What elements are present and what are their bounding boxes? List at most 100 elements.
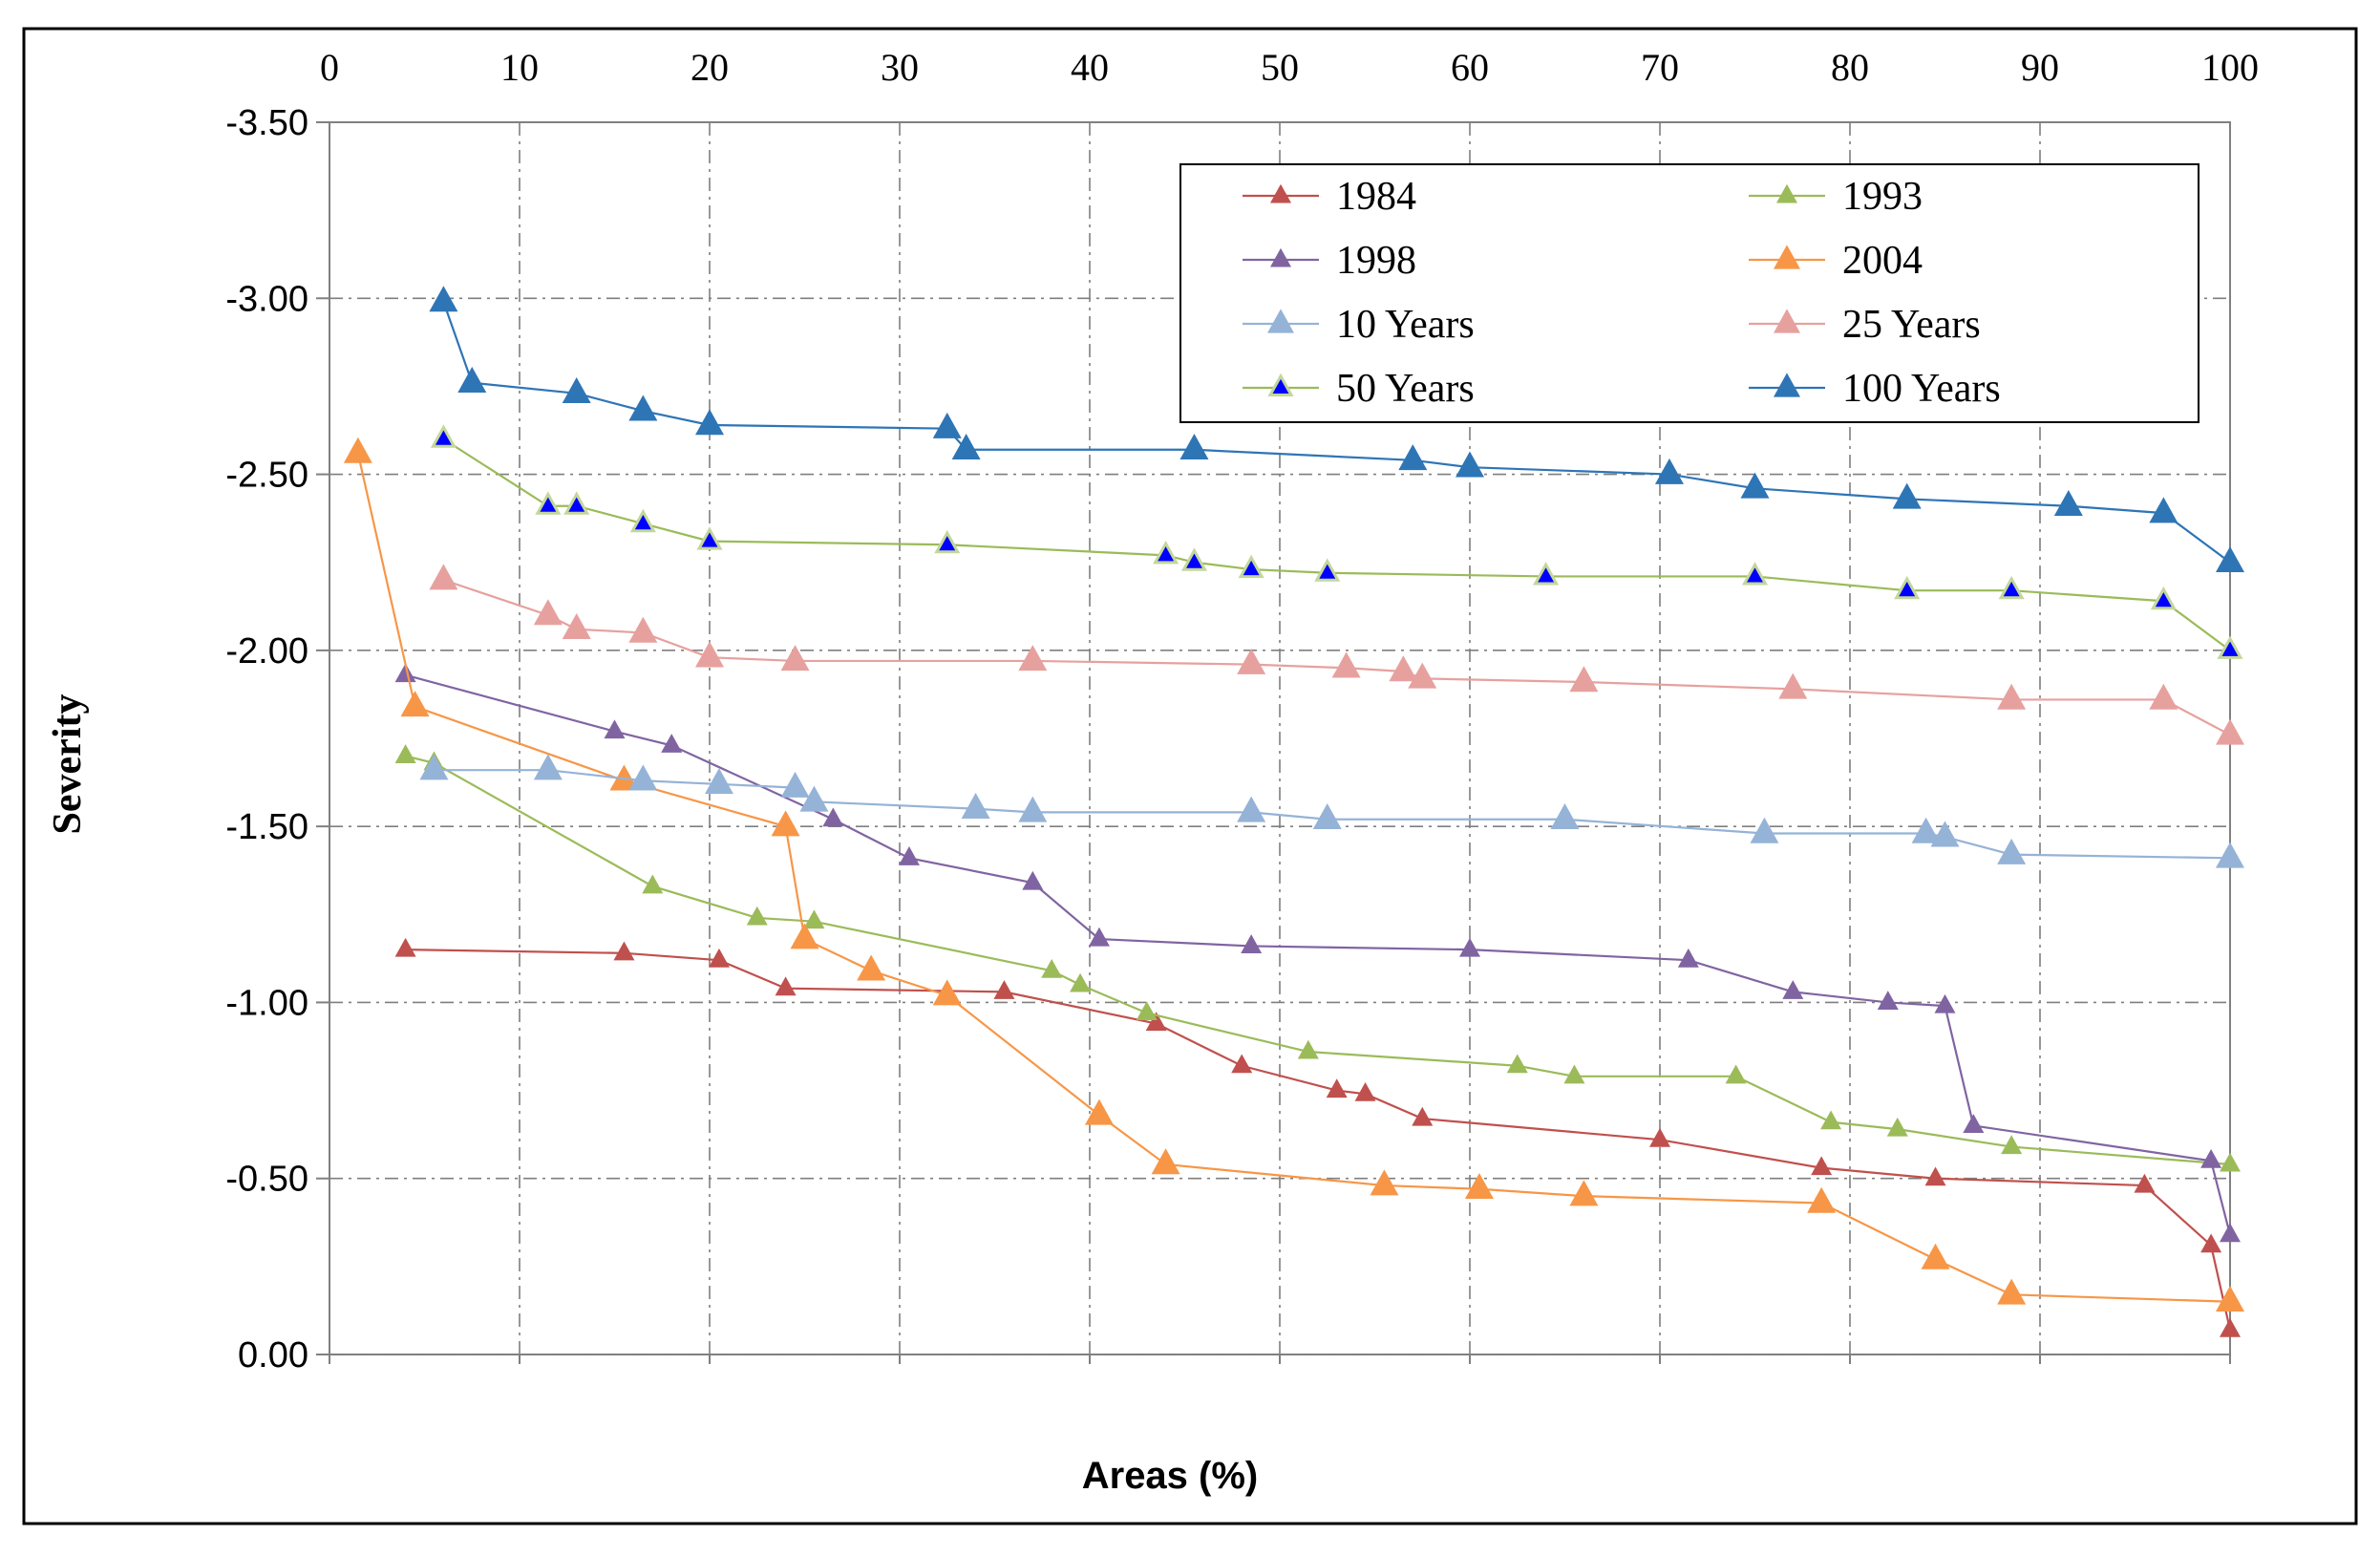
data-point	[1412, 1106, 1434, 1126]
data-point	[775, 976, 797, 996]
data-point	[1398, 444, 1428, 471]
series-line	[442, 437, 2231, 651]
data-point	[790, 923, 819, 949]
legend-label: 1998	[1336, 239, 1416, 283]
series-1984	[394, 937, 2241, 1337]
data-point	[2216, 718, 2244, 745]
data-point	[562, 377, 591, 404]
y-axis-title: Severity	[46, 694, 90, 835]
data-point	[746, 906, 768, 926]
data-point	[1238, 554, 1264, 579]
data-point	[1145, 1012, 1167, 1032]
data-point	[2216, 545, 2244, 572]
data-point	[2220, 1223, 2241, 1243]
data-point	[2220, 1317, 2241, 1337]
data-point	[695, 409, 724, 436]
series-line	[405, 755, 2231, 1166]
x-tick-label: 40	[1071, 46, 1109, 89]
data-point	[1963, 1114, 1985, 1133]
legend-marker	[1270, 247, 1291, 267]
data-point	[628, 764, 658, 791]
data-point	[562, 613, 591, 640]
series-10-years	[419, 754, 2244, 868]
x-tick-label: 80	[1831, 46, 1869, 89]
data-point	[1807, 1186, 1837, 1213]
data-point	[951, 434, 981, 460]
legend-marker	[1774, 245, 1800, 269]
legend-item: 1993	[1749, 175, 1923, 219]
series-line	[442, 301, 2231, 564]
legend-marker	[1774, 309, 1800, 333]
data-point	[1725, 1064, 1747, 1084]
data-point	[1354, 1081, 1376, 1101]
data-point	[1654, 458, 1684, 484]
data-point	[1894, 575, 1921, 600]
data-point	[535, 491, 562, 515]
data-point	[1778, 672, 1808, 699]
legend-item: 100 Years	[1749, 367, 2001, 411]
data-point	[1018, 645, 1048, 672]
data-point	[343, 437, 372, 463]
data-point	[394, 663, 416, 683]
data-point	[1741, 562, 1769, 586]
data-point	[1312, 803, 1342, 830]
x-tick-label: 50	[1261, 46, 1299, 89]
data-point	[932, 412, 962, 438]
legend-label: 50 Years	[1336, 367, 1475, 411]
data-point	[932, 979, 962, 1006]
data-point	[1297, 1039, 1319, 1059]
y-tick-label: -1.00	[225, 983, 308, 1023]
data-point	[934, 529, 961, 554]
x-tick-label: 0	[320, 46, 339, 89]
data-point	[533, 754, 563, 780]
series-line	[405, 673, 2232, 1235]
data-point	[1151, 1148, 1180, 1175]
data-point	[394, 937, 416, 957]
data-point	[1237, 648, 1266, 674]
data-point	[1569, 666, 1599, 693]
data-point	[642, 874, 664, 894]
data-point	[1820, 1110, 1842, 1130]
data-point	[2134, 1173, 2156, 1193]
data-point	[1041, 958, 1063, 978]
data-point	[1533, 562, 1560, 586]
data-point	[704, 768, 733, 795]
y-tick-label: -2.50	[225, 456, 308, 496]
data-point	[1997, 683, 2027, 710]
x-axis-title: Areas (%)	[1082, 1455, 1259, 1497]
legend-marker	[1776, 183, 1797, 203]
data-point	[1241, 934, 1263, 953]
data-point	[1389, 655, 1418, 682]
legend-item: 1984	[1243, 175, 1416, 219]
data-point	[780, 771, 810, 798]
data-point	[1997, 838, 2027, 864]
data-point	[429, 564, 458, 590]
y-tick-label: -0.50	[225, 1160, 308, 1200]
data-point	[1464, 1173, 1494, 1200]
data-point	[1231, 1054, 1253, 1074]
data-point	[708, 948, 730, 968]
data-point	[1506, 1054, 1528, 1074]
x-tick-label: 20	[691, 46, 729, 89]
data-point	[1997, 1278, 2027, 1305]
series-line	[443, 579, 2231, 736]
data-point	[1153, 540, 1179, 565]
data-point	[533, 599, 563, 626]
data-point	[1677, 948, 1699, 968]
y-tick-label: -2.00	[225, 631, 308, 672]
legend-item: 2004	[1749, 239, 1923, 283]
data-point	[2150, 586, 2177, 610]
legend-label: 100 Years	[1842, 367, 2001, 411]
data-point	[1408, 662, 1437, 689]
data-point	[771, 810, 800, 837]
data-point	[696, 526, 723, 550]
data-point	[1070, 972, 1092, 992]
data-point	[2216, 1285, 2244, 1312]
data-point	[1782, 980, 1804, 999]
x-tick-label: 100	[2201, 46, 2259, 89]
data-point	[1892, 482, 1922, 509]
data-point	[1998, 575, 2025, 600]
data-point	[1136, 1001, 1158, 1021]
data-point	[394, 744, 416, 763]
data-point	[961, 792, 990, 819]
